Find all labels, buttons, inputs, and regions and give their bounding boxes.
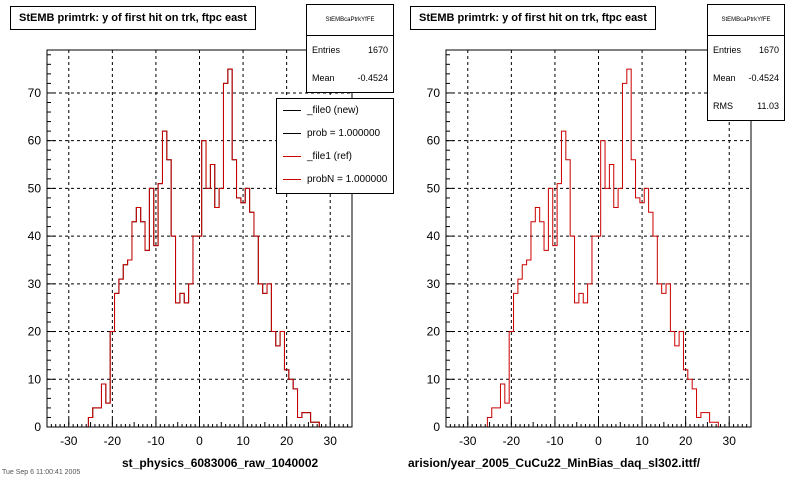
right-stats-mean-label: Mean <box>713 73 736 83</box>
legend-label-file1: _file1 (ref) <box>307 151 353 162</box>
right-stats-mean-value: -0.4524 <box>748 73 779 83</box>
legend-line-file0 <box>283 110 301 111</box>
left-stats-name: StEMBcaPtrkYfFE <box>307 5 393 36</box>
right-stats-rms-value: 11.03 <box>757 101 779 111</box>
legend-entry-file0: _file0 (new) <box>277 99 393 122</box>
right-x-tick-label: 10 <box>635 434 649 448</box>
left-x-tick-label: 20 <box>280 434 294 448</box>
legend-label-prob: prob = 1.000000 <box>307 128 381 139</box>
right-y-tick-label: 10 <box>427 372 441 386</box>
right-y-tick-label: 40 <box>427 229 441 243</box>
legend-line-file1 <box>283 156 301 157</box>
left-x-axis-title: st_physics_6083006_raw_1040002 <box>122 456 319 470</box>
right-x-axis-title: arision/year_2005_CuCu22_MinBias_daq_sl3… <box>408 456 701 470</box>
left-x-tick-label: 10 <box>236 434 250 448</box>
left-stats-entries-value: 1670 <box>367 45 388 55</box>
right-x-tick-label: 20 <box>679 434 693 448</box>
left-x-tick-label: -20 <box>104 434 122 448</box>
legend-label-file0: _file0 (new) <box>307 105 359 116</box>
right-stats-rms-label: RMS <box>713 101 733 111</box>
legend-line-prob <box>283 133 301 134</box>
left-stats-entries-row: Entries 1670 <box>307 36 393 64</box>
left-y-tick-label: 70 <box>28 86 42 100</box>
right-y-tick-label: 30 <box>427 277 441 291</box>
right-stats-rms-row: RMS 11.03 <box>708 92 784 120</box>
right-stats-box: StEMBcaPtrkYfFE Entries 1670 Mean -0.452… <box>707 4 785 121</box>
legend-label-probn: probN = 1.000000 <box>307 174 388 185</box>
left-stats-mean-row: Mean -0.4524 <box>307 64 393 92</box>
right-stats-entries-value: 1670 <box>758 45 779 55</box>
left-x-tick-label: -10 <box>147 434 165 448</box>
right-y-tick-label: 70 <box>427 86 441 100</box>
left-y-tick-label: 10 <box>28 372 42 386</box>
right-chart-title: StEMB primtrk: y of first hit on trk, ft… <box>410 6 656 30</box>
legend-entry-probn: probN = 1.000000 <box>277 168 393 191</box>
left-legend: _file0 (new) prob = 1.000000 _file1 (ref… <box>276 98 394 194</box>
left-histogram-pad: -30 -20 -10 0 10 20 30 0 10 20 30 40 50 60 70 StEMB pr… <box>10 4 394 470</box>
left-histogram-series-1 <box>49 68 350 428</box>
left-y-tick-label: 60 <box>28 134 42 148</box>
left-y-tick-label: 0 <box>34 420 41 434</box>
right-x-tick-label: 30 <box>723 434 737 448</box>
left-x-tick-label: 0 <box>196 434 203 448</box>
left-stats-box: StEMBcaPtrkYfFE Entries 1670 Mean -0.452… <box>306 4 394 93</box>
legend-entry-file1: _file1 (ref) <box>277 145 393 168</box>
left-x-tick-label: -30 <box>60 434 78 448</box>
left-stats-mean-value: -0.4524 <box>357 73 388 83</box>
right-x-tick-label: -10 <box>546 434 564 448</box>
left-y-tick-label: 50 <box>28 181 42 195</box>
right-y-tick-label: 0 <box>433 420 440 434</box>
left-stats-entries-label: Entries <box>312 45 341 55</box>
right-y-tick-label: 50 <box>427 181 441 195</box>
left-chart-title: StEMB primtrk: y of first hit on trk, ft… <box>10 6 256 30</box>
right-stats-entries-row: Entries 1670 <box>708 36 784 64</box>
right-stats-mean-row: Mean -0.4524 <box>708 64 784 92</box>
right-x-tick-label: -20 <box>503 434 521 448</box>
right-histogram-plot: -30 -20 -10 0 10 20 30 0 10 20 30 40 50 60 70 <box>427 49 752 448</box>
left-y-tick-label: 30 <box>28 277 42 291</box>
legend-line-probn <box>283 179 301 180</box>
footer-timestamp: Tue Sep 6 11:00:41 2005 <box>2 469 81 476</box>
right-stats-entries-label: Entries <box>713 45 742 55</box>
right-stats-name: StEMBcaPtrkYfFE <box>708 5 784 36</box>
left-y-tick-label: 20 <box>28 325 42 339</box>
right-histogram-pad: -30 -20 -10 0 10 20 30 0 10 20 30 40 50 60 70 StEMB pr… <box>400 0 800 480</box>
left-x-tick-label: 30 <box>324 434 338 448</box>
right-histogram-series-0 <box>448 68 749 428</box>
left-stats-mean-label: Mean <box>312 73 335 83</box>
right-x-tick-label: -30 <box>459 434 477 448</box>
left-y-tick-label: 40 <box>28 229 42 243</box>
right-x-tick-label: 0 <box>595 434 602 448</box>
legend-entry-prob: prob = 1.000000 <box>277 122 393 145</box>
right-y-tick-label: 60 <box>427 134 441 148</box>
right-y-tick-label: 20 <box>427 325 441 339</box>
